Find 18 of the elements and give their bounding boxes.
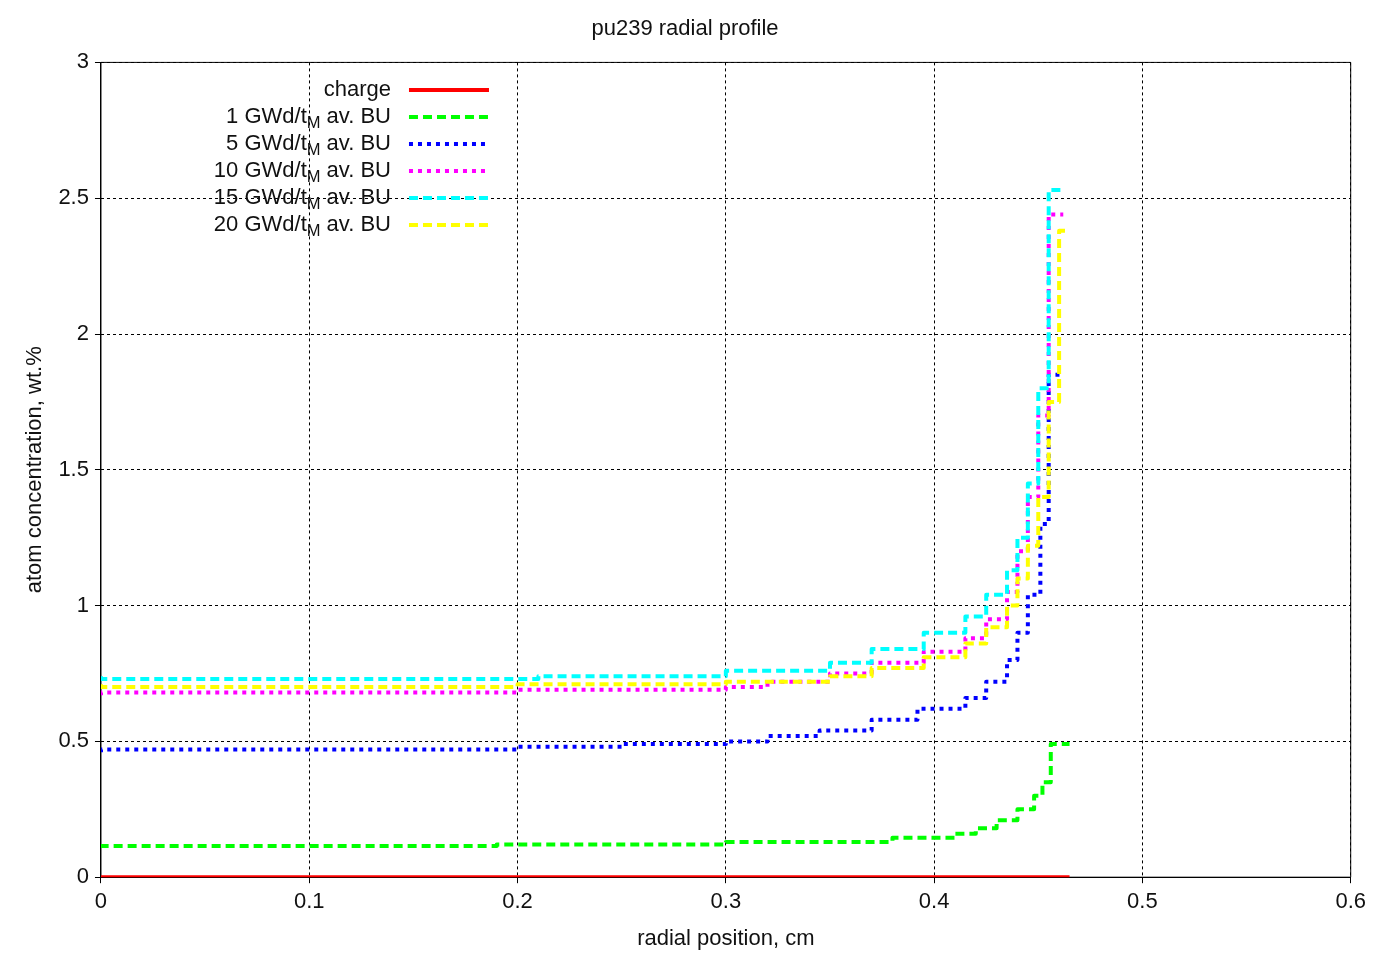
y-tick-label: 0 (76, 863, 89, 889)
y-tick-label: 1 (76, 591, 89, 617)
x-tick-label: 0.4 (918, 888, 950, 914)
y-tick-label: 0.5 (58, 727, 89, 753)
x-axis-title: radial position, cm (637, 924, 815, 950)
x-tick-label: 0.5 (1127, 888, 1158, 914)
x-tick-label: 0.2 (502, 888, 533, 914)
y-tick-label: 2.5 (58, 184, 89, 210)
x-tick-label: 0 (94, 888, 108, 914)
chart-title: pu239 radial profile (591, 15, 779, 41)
y-axis-title: atom concentration, wt.% (21, 346, 47, 594)
y-tick-label: 1.5 (58, 455, 89, 481)
y-tick-label: 2 (76, 320, 89, 346)
y-tick-label: 3 (76, 48, 89, 74)
x-tick-label: 0.3 (710, 888, 742, 914)
x-tick-label: 0.1 (293, 888, 325, 914)
x-tick-label: 0.6 (1335, 888, 1367, 914)
legend-label: charge (323, 75, 391, 101)
